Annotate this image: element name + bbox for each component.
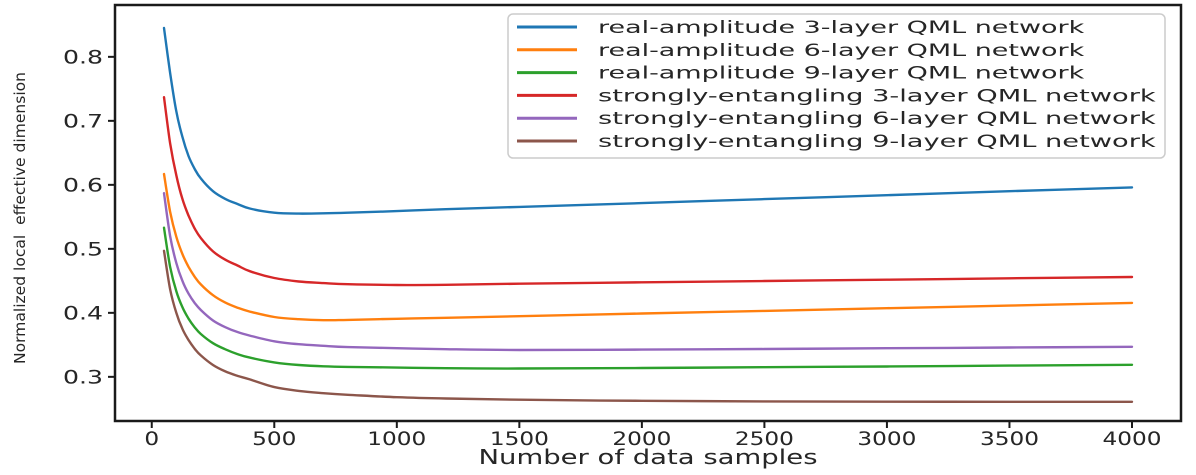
x-tick-label: 4000: [1102, 428, 1161, 450]
y-tick-label: 0.5: [63, 238, 103, 260]
x-tick-label: 1000: [367, 428, 426, 450]
legend-label: strongly-entangling 9-layer QML network: [598, 132, 1156, 152]
series-line: [162, 172, 1134, 322]
legend-box: [507, 13, 1166, 159]
x-tick-label: 3500: [980, 428, 1039, 450]
x-tick-label: 2000: [612, 428, 671, 450]
y-tick-label: 0.3: [63, 366, 103, 388]
x-tick-label: 500: [252, 428, 296, 450]
y-axis-label: Normalized local effective dimension: [11, 72, 29, 364]
series-line: [162, 96, 1134, 287]
legend-items: real-amplitude 3-layer QML network real-a…: [517, 18, 1156, 152]
x-tick-label: 1500: [490, 428, 549, 450]
y-tick-label: 0.4: [63, 302, 103, 324]
legend-label: real-amplitude 9-layer QML network: [598, 64, 1084, 84]
x-tick-label: 0: [144, 428, 159, 450]
plot-area-border: [113, 3, 1183, 423]
y-tick-label: 0.6: [63, 174, 103, 196]
legend-label: real-amplitude 6-layer QML network: [598, 41, 1084, 61]
y-axis-ticks: 0.3 0.4 0.5 0.6 0.7 0.8: [63, 46, 115, 388]
series-line: [162, 192, 1134, 352]
x-axis-label: Number of data samples: [479, 445, 818, 469]
y-tick-label: 0.7: [63, 110, 103, 132]
legend-label: real-amplitude 3-layer QML network: [598, 18, 1084, 38]
y-tick-label: 0.8: [63, 46, 103, 68]
x-axis-ticks: 0 500 1000 1500 2000 2500 3000 3500 4000: [144, 421, 1161, 450]
series-line: [162, 249, 1134, 404]
series-line: [162, 26, 1134, 215]
series-line: [162, 226, 1134, 370]
x-tick-label: 2500: [735, 428, 794, 450]
legend-label: strongly-entangling 3-layer QML network: [598, 86, 1156, 106]
series-lines: [162, 26, 1134, 404]
legend: real-amplitude 3-layer QML network real-a…: [507, 13, 1166, 159]
legend-label: strongly-entangling 6-layer QML network: [598, 109, 1156, 129]
x-tick-label: 3000: [857, 428, 916, 450]
